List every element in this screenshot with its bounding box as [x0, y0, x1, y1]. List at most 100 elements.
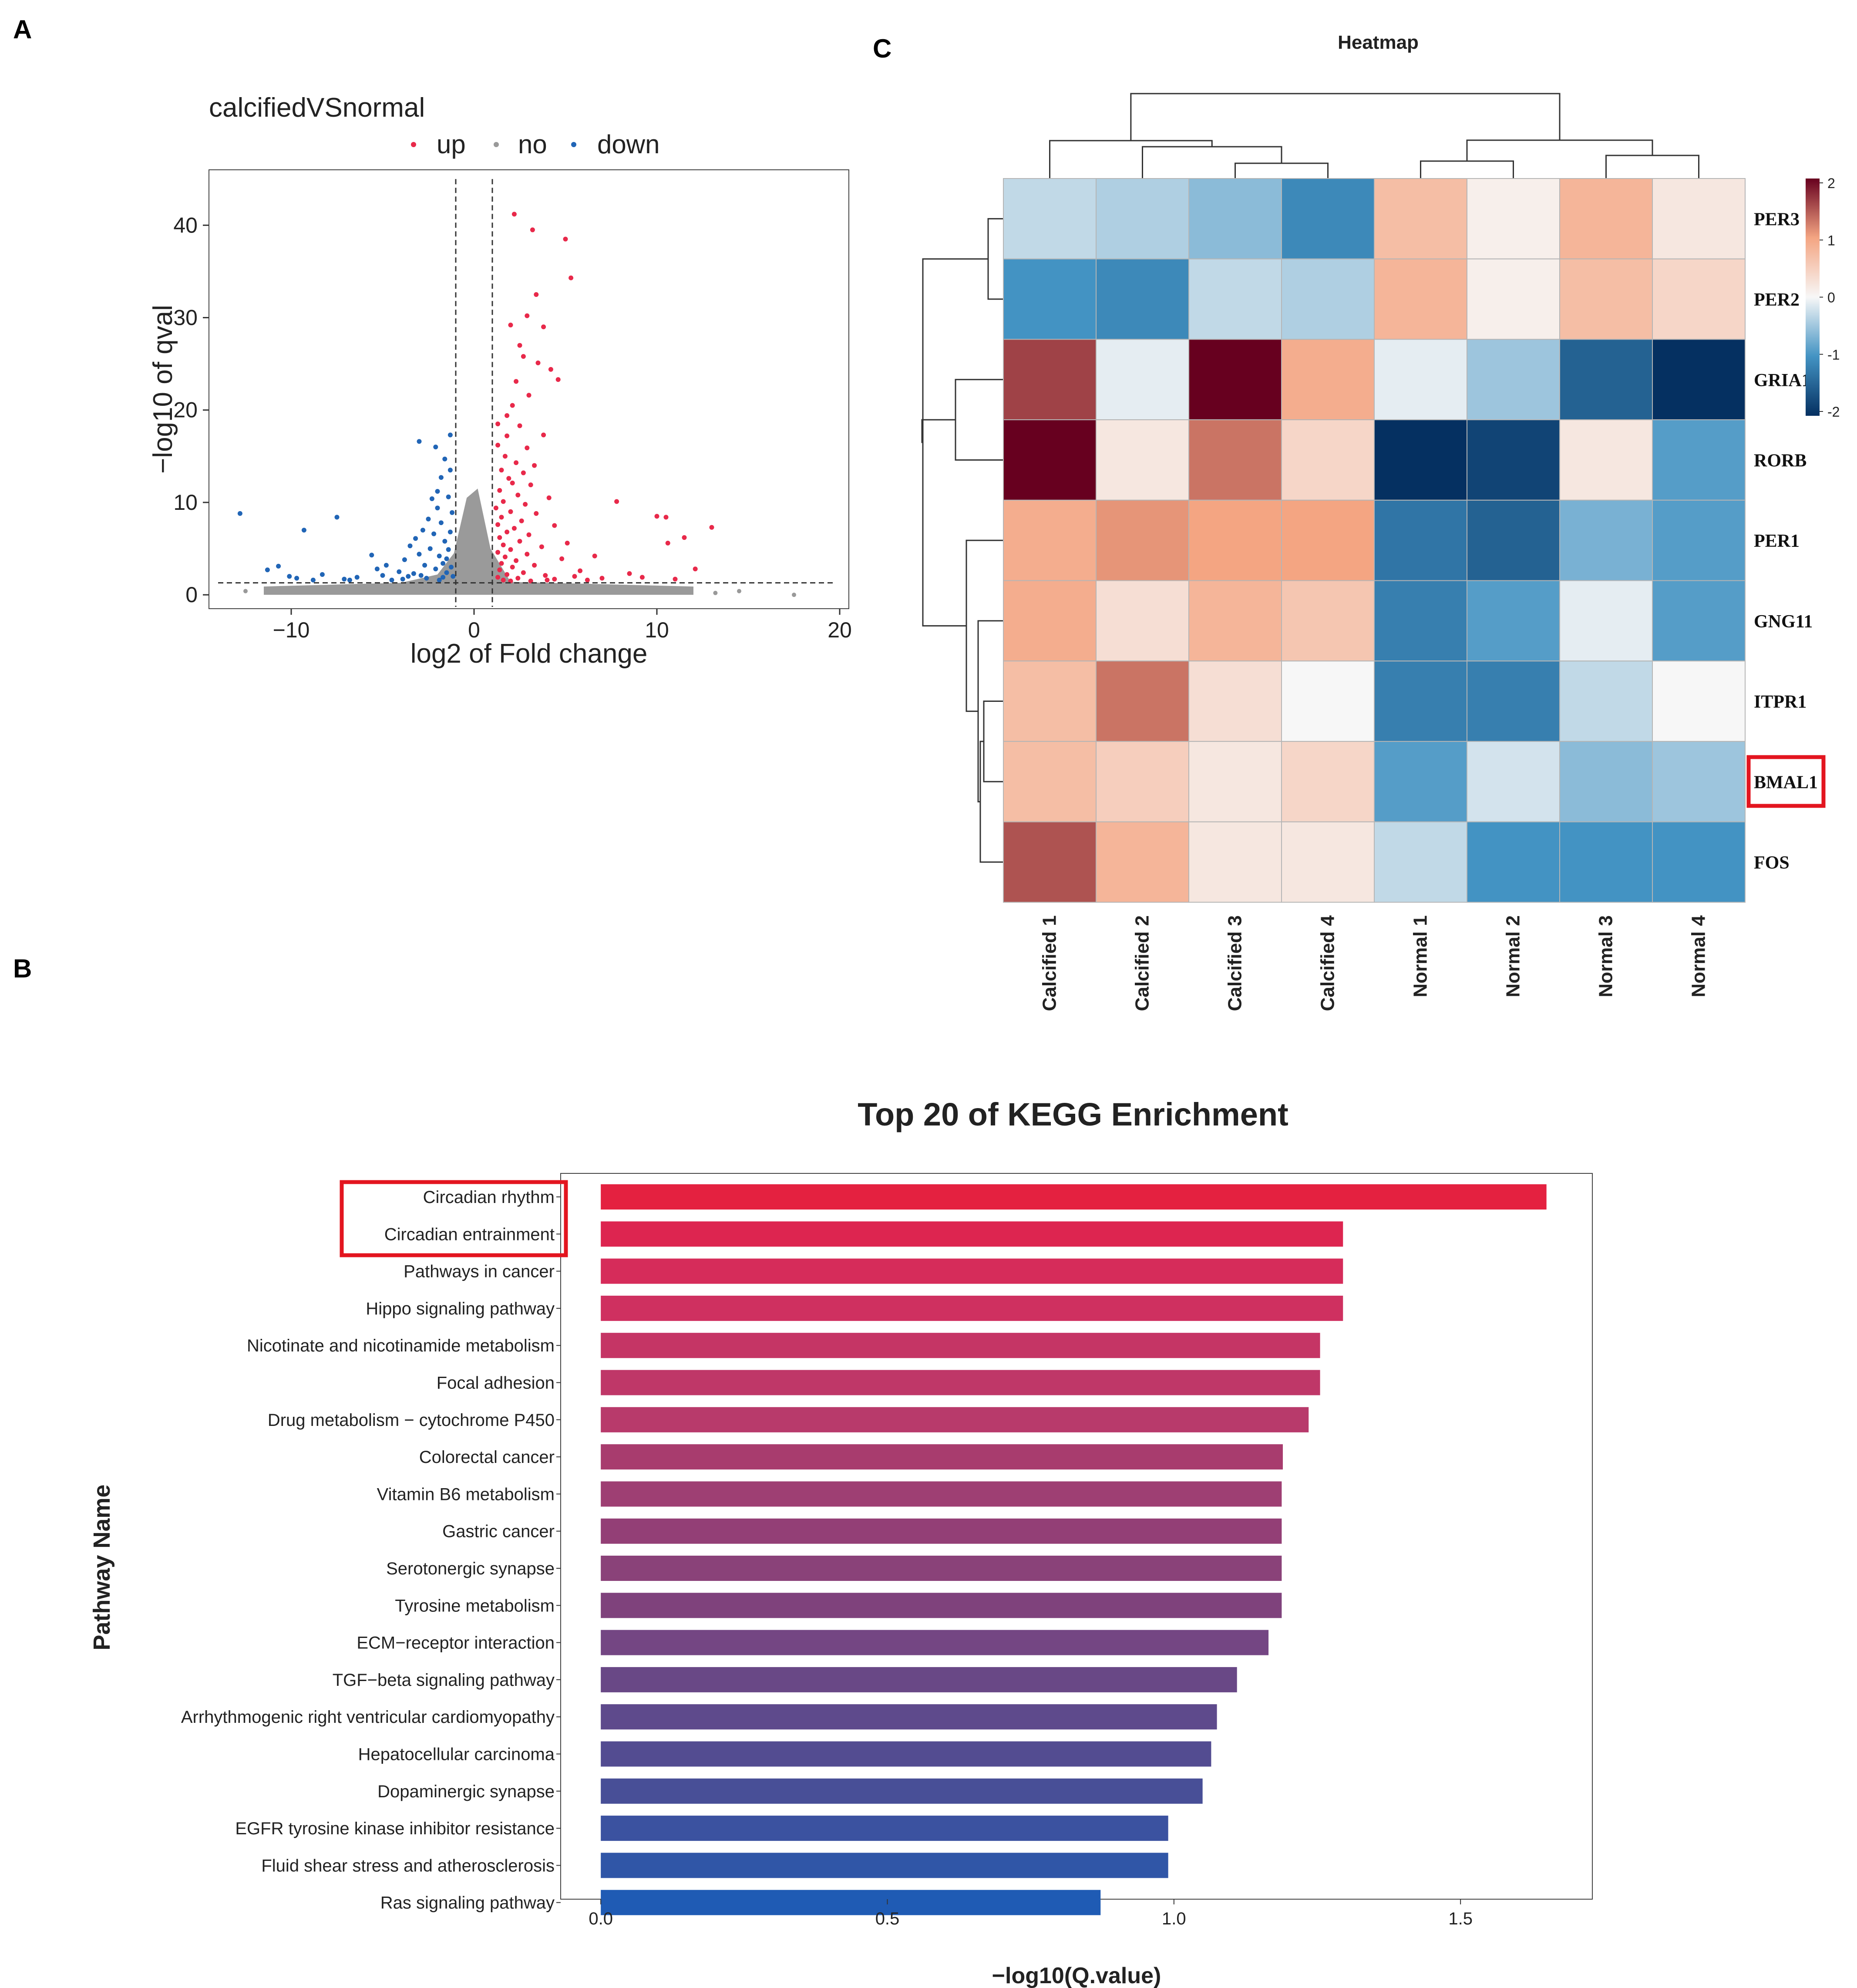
- up-point: [510, 480, 515, 485]
- volcano-no-cloud: [243, 489, 796, 597]
- down-point: [380, 573, 385, 578]
- x-tick-label: 1.0: [1162, 1909, 1186, 1928]
- pathway-label: Drug metabolism − cytochrome P450: [268, 1411, 555, 1430]
- kegg-bar: [601, 1333, 1320, 1358]
- up-point: [501, 577, 506, 583]
- row-label: BMAL1: [1754, 772, 1818, 792]
- heatmap-cell: [1281, 660, 1375, 742]
- kegg-bar: [601, 1444, 1283, 1470]
- legend-tick-label: -2: [1827, 404, 1840, 420]
- heatmap-cell: [1374, 821, 1467, 903]
- up-point: [499, 468, 504, 473]
- up-point: [505, 529, 510, 535]
- pathway-label: ECM−receptor interaction: [357, 1634, 555, 1653]
- down-point: [294, 576, 299, 581]
- column-label: Normal 2: [1503, 915, 1524, 997]
- heatmap-cell: [1374, 258, 1467, 340]
- up-point: [532, 563, 537, 568]
- up-point: [585, 577, 590, 583]
- up-point: [521, 570, 526, 575]
- heatmap-cell: [1281, 821, 1375, 903]
- volcano-points: [237, 212, 714, 583]
- down-point: [276, 563, 281, 569]
- heatmap-cell: [1652, 660, 1746, 742]
- up-point: [639, 575, 645, 580]
- legend-up-dot: [411, 142, 416, 147]
- heatmap-cell: [1096, 419, 1189, 501]
- row-label: GNG11: [1754, 612, 1813, 632]
- up-point: [539, 544, 544, 549]
- heatmap-cell: [1652, 419, 1746, 501]
- up-point: [511, 526, 517, 531]
- up-point: [525, 445, 530, 451]
- down-point: [354, 575, 360, 580]
- down-point: [301, 528, 306, 533]
- up-point: [552, 523, 557, 528]
- up-point: [510, 403, 515, 408]
- kegg-bar: [601, 1593, 1282, 1618]
- heatmap-cell: [1281, 580, 1375, 662]
- dendrogram-branch: [1130, 93, 1561, 141]
- down-point: [449, 565, 454, 570]
- up-point: [665, 540, 670, 546]
- down-point: [433, 445, 438, 450]
- kegg-bar: [601, 1518, 1282, 1544]
- up-point: [495, 421, 501, 427]
- down-point: [320, 572, 325, 577]
- dendrogram-branch: [983, 701, 1003, 782]
- up-point: [555, 377, 561, 382]
- dendrogram-branch: [1605, 155, 1699, 179]
- up-point: [552, 576, 557, 582]
- down-point: [431, 531, 437, 536]
- down-point: [334, 515, 340, 520]
- heatmap-cell: [1467, 178, 1560, 259]
- up-point: [530, 227, 535, 232]
- heatmap-cell: [1467, 580, 1560, 662]
- up-point: [497, 567, 502, 573]
- down-point: [407, 543, 413, 549]
- y-tick-label: 10: [173, 490, 198, 515]
- kegg-bar: [601, 1630, 1269, 1655]
- up-point: [493, 505, 498, 511]
- heatmap-cell: [1281, 178, 1375, 259]
- heatmap-cell: [1652, 741, 1746, 822]
- pathway-label: Ras signaling pathway: [380, 1894, 555, 1913]
- legend-down-label: down: [597, 130, 659, 159]
- kegg-bar: [601, 1816, 1168, 1841]
- down-point: [418, 573, 424, 578]
- pathway-label: Dopaminergic synapse: [377, 1782, 555, 1801]
- heatmap-cell: [1096, 660, 1189, 742]
- heatmap-cell: [1096, 499, 1189, 581]
- up-point: [517, 343, 522, 348]
- heatmap-title: Heatmap: [1338, 32, 1419, 53]
- down-point: [400, 576, 405, 582]
- heatmap-cell: [1003, 419, 1097, 501]
- volcano-xlabel: log2 of Fold change: [410, 639, 648, 669]
- down-point: [384, 563, 389, 568]
- heatmap-row-labels: PER3 PER2 GRIA1 RORB PER1 GNG11 ITPR1 BMAL1 FOS: [1746, 209, 1826, 873]
- x-tick-label: 0.0: [589, 1909, 613, 1928]
- row-label: ITPR1: [1754, 692, 1807, 712]
- up-point: [548, 367, 553, 372]
- dendrogram-branch: [955, 379, 1003, 461]
- down-point: [424, 576, 429, 581]
- heatmap-cell: [1096, 178, 1189, 259]
- kegg-bar: [601, 1295, 1343, 1321]
- no-points-cloud: [264, 489, 693, 595]
- legend-down-dot: [571, 142, 576, 147]
- heatmap-cell: [1188, 178, 1282, 259]
- down-point: [420, 528, 425, 533]
- heatmap-cell: [1559, 580, 1653, 662]
- heatmap-cell: [1374, 419, 1467, 501]
- legend-tick-label: 2: [1827, 175, 1835, 191]
- y-tick-label: 20: [173, 398, 198, 422]
- heatmap-column-labels: Calcified 1 Calcified 2 Calcified 3 Calcifi…: [1039, 915, 1709, 1011]
- down-point: [441, 561, 446, 566]
- kegg-xlabel: −log10(Q.value): [992, 1963, 1161, 1988]
- x-tick-label: −10: [273, 618, 310, 642]
- kegg-bar: [601, 1258, 1343, 1284]
- down-point: [427, 546, 433, 551]
- volcano-plot-area: [209, 169, 849, 609]
- down-point: [444, 570, 449, 575]
- up-point: [508, 323, 513, 328]
